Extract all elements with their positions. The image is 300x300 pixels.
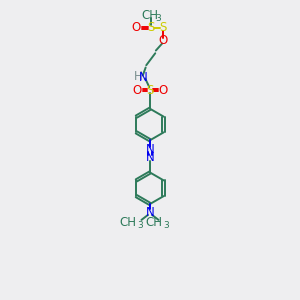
Text: O: O bbox=[131, 21, 141, 34]
Text: O: O bbox=[159, 83, 168, 97]
Text: H: H bbox=[134, 70, 143, 83]
Text: S: S bbox=[159, 21, 166, 34]
Text: S: S bbox=[146, 83, 154, 97]
Text: CH: CH bbox=[145, 215, 162, 229]
Text: CH: CH bbox=[119, 215, 136, 229]
Text: N: N bbox=[146, 151, 154, 164]
Text: 3: 3 bbox=[138, 220, 143, 230]
Text: 3: 3 bbox=[163, 220, 169, 230]
Text: N: N bbox=[146, 206, 154, 219]
Text: CH: CH bbox=[142, 9, 158, 22]
Text: 3: 3 bbox=[155, 14, 161, 23]
Text: N: N bbox=[139, 71, 148, 84]
Text: N: N bbox=[146, 143, 154, 156]
Text: O: O bbox=[132, 83, 141, 97]
Text: O: O bbox=[158, 34, 167, 47]
Text: S: S bbox=[147, 21, 154, 34]
